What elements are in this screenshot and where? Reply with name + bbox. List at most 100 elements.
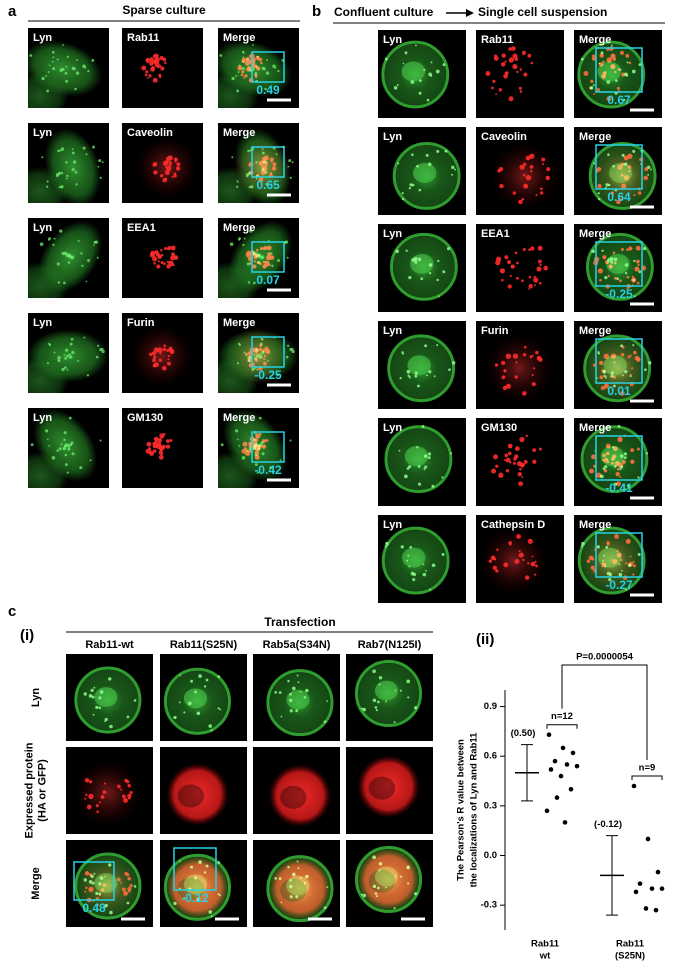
punctum (533, 367, 536, 370)
punctum (538, 447, 542, 451)
punctum (56, 58, 59, 61)
punctum (100, 887, 105, 892)
channel-label: Lyn (33, 222, 52, 234)
punctum (152, 54, 157, 58)
punctum (530, 561, 536, 567)
panel-part: (i) (20, 627, 34, 644)
punctum (610, 353, 617, 359)
punctum (614, 70, 617, 74)
micrograph (476, 30, 564, 118)
punctum (117, 784, 121, 789)
punctum (597, 183, 602, 189)
punctum (85, 280, 88, 283)
punctum (219, 708, 221, 711)
punctum (159, 446, 165, 451)
punctum (165, 444, 171, 449)
punctum (87, 69, 90, 73)
n-bracket (631, 775, 663, 780)
nucleus (177, 877, 205, 901)
punctum (104, 782, 107, 785)
punctum (77, 359, 80, 362)
punctum (253, 260, 256, 263)
punctum (397, 162, 400, 165)
punctum (63, 445, 67, 448)
punctum (289, 698, 293, 703)
punctum (149, 57, 154, 62)
punctum (491, 468, 497, 474)
green-channel (218, 220, 293, 298)
punctum (546, 167, 551, 172)
punctum (408, 465, 412, 469)
punctum (92, 145, 95, 149)
punctum (485, 71, 491, 76)
punctum (67, 444, 71, 448)
punctum (71, 255, 75, 259)
pearson-value: 0.67 (607, 93, 631, 107)
punctum (253, 281, 256, 285)
punctum (278, 691, 282, 695)
punctum (291, 686, 296, 691)
punctum (638, 270, 642, 274)
punctum (612, 375, 616, 379)
punctum (102, 883, 107, 888)
channel-label: EEA1 (127, 222, 156, 234)
red-channel (135, 136, 198, 199)
punctum (596, 88, 600, 92)
punctum (120, 881, 123, 884)
punctum (528, 284, 533, 289)
punctum (593, 93, 596, 96)
row-label: Expressed protein (23, 742, 35, 838)
punctum (423, 468, 426, 471)
punctum (98, 706, 102, 709)
image-content (384, 425, 453, 494)
punctum (599, 278, 602, 282)
punctum (74, 170, 78, 174)
punctum (252, 44, 254, 46)
membrane (354, 845, 423, 914)
punctum (529, 153, 535, 159)
punctum (39, 242, 44, 246)
pearson-value: -0.25 (605, 287, 633, 301)
pearson-value: -0.12 (181, 891, 209, 905)
row-label: Lyn (30, 688, 42, 707)
punctum (589, 468, 595, 474)
punctum (244, 74, 248, 78)
punctum (525, 174, 532, 181)
channel-label: GM130 (481, 422, 517, 434)
punctum (492, 565, 498, 571)
punctum (451, 173, 453, 176)
punctum (490, 555, 496, 560)
roi-box (251, 146, 285, 178)
channel-label: Merge (223, 222, 255, 234)
punctum (633, 350, 637, 355)
perinuclear (404, 446, 429, 467)
punctum (507, 260, 512, 265)
perinuclear (407, 355, 431, 376)
panel-label: c (8, 603, 16, 620)
punctum (606, 541, 610, 545)
punctum (514, 454, 519, 459)
channel-label: Merge (579, 228, 611, 240)
red-channel (268, 764, 332, 828)
punctum (63, 353, 66, 356)
punctum (159, 55, 164, 61)
micrograph (253, 840, 340, 927)
punctum (603, 383, 609, 389)
p-value: P=0.0000054 (576, 652, 634, 663)
cell (166, 762, 229, 826)
data-point (570, 750, 576, 756)
punctum (535, 193, 538, 196)
punctum (87, 259, 90, 262)
punctum (169, 264, 172, 267)
punctum (426, 98, 430, 102)
punctum (395, 249, 399, 254)
image-content (577, 40, 646, 109)
punctum (220, 443, 224, 447)
punctum (495, 93, 498, 96)
image-content (266, 669, 334, 737)
punctum (616, 552, 622, 558)
punctum (535, 564, 538, 568)
punctum (384, 545, 387, 548)
punctum (599, 375, 604, 380)
punctum (261, 160, 265, 164)
